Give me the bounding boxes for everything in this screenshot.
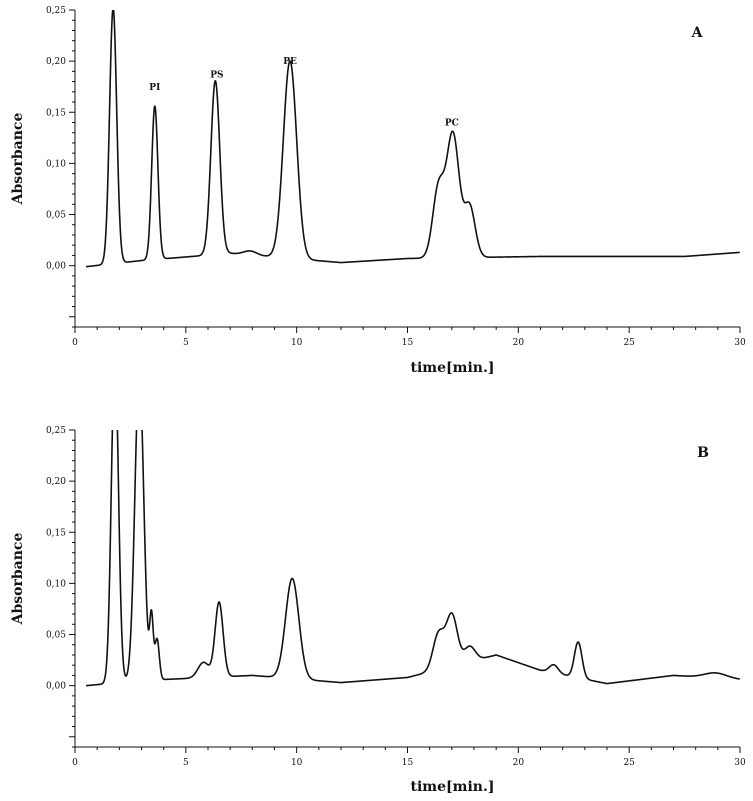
y-tick-label: 0,25 [46, 6, 66, 16]
peak-label: PC [445, 119, 459, 129]
x-tick-label: 10 [291, 758, 303, 768]
y-tick-label: 0,15 [46, 108, 66, 118]
peak-label: PI [149, 83, 160, 93]
x-axis-title: time[min.] [411, 779, 495, 795]
peak-label: PS [210, 70, 223, 80]
chromatogram-trace [85, 10, 740, 268]
x-tick-label: 30 [734, 758, 746, 768]
y-tick-label: 0,00 [46, 682, 66, 692]
panel-label: B [697, 445, 709, 461]
chart-panel-b: 0 5 10 15 20 25 30 0,00 0,05 0,10 0,15 0,20 0,25 time… [10, 426, 746, 795]
chart-panel-a: 0 5 10 15 20 25 30 0,00 0,05 0,10 0,15 0,20 0,25 time… [10, 6, 746, 376]
x-tick-label: 20 [513, 338, 525, 348]
x-tick-label: 15 [402, 338, 414, 348]
y-tick-label: 0,20 [46, 57, 66, 67]
y-axis-title: Absorbance [10, 113, 26, 206]
y-tick-label: 0,05 [46, 211, 66, 221]
x-axis-title: time[min.] [411, 360, 495, 376]
y-tick-label: 0,25 [46, 426, 66, 436]
x-tick-label: 0 [72, 338, 78, 348]
y-tick-label: 0,15 [46, 528, 66, 538]
x-tick-label: 0 [72, 758, 78, 768]
y-tick-label: 0,20 [46, 477, 66, 487]
y-tick-label: 0,05 [46, 631, 66, 641]
x-tick-label: 25 [623, 338, 635, 348]
y-tick-label: 0,10 [46, 579, 66, 589]
y-axis-title: Absorbance [10, 533, 26, 626]
x-tick-label: 5 [183, 338, 189, 348]
y-tick-label: 0,00 [46, 262, 66, 272]
panel-label: A [691, 25, 704, 41]
peak-label: PE [283, 57, 297, 67]
x-tick-label: 30 [734, 338, 746, 348]
x-tick-label: 10 [291, 338, 303, 348]
chromatogram-trace [85, 430, 740, 687]
x-tick-label: 15 [402, 758, 414, 768]
x-tick-label: 25 [623, 758, 635, 768]
x-tick-label: 5 [183, 758, 189, 768]
y-tick-label: 0,10 [46, 159, 66, 169]
x-tick-label: 20 [513, 758, 525, 768]
